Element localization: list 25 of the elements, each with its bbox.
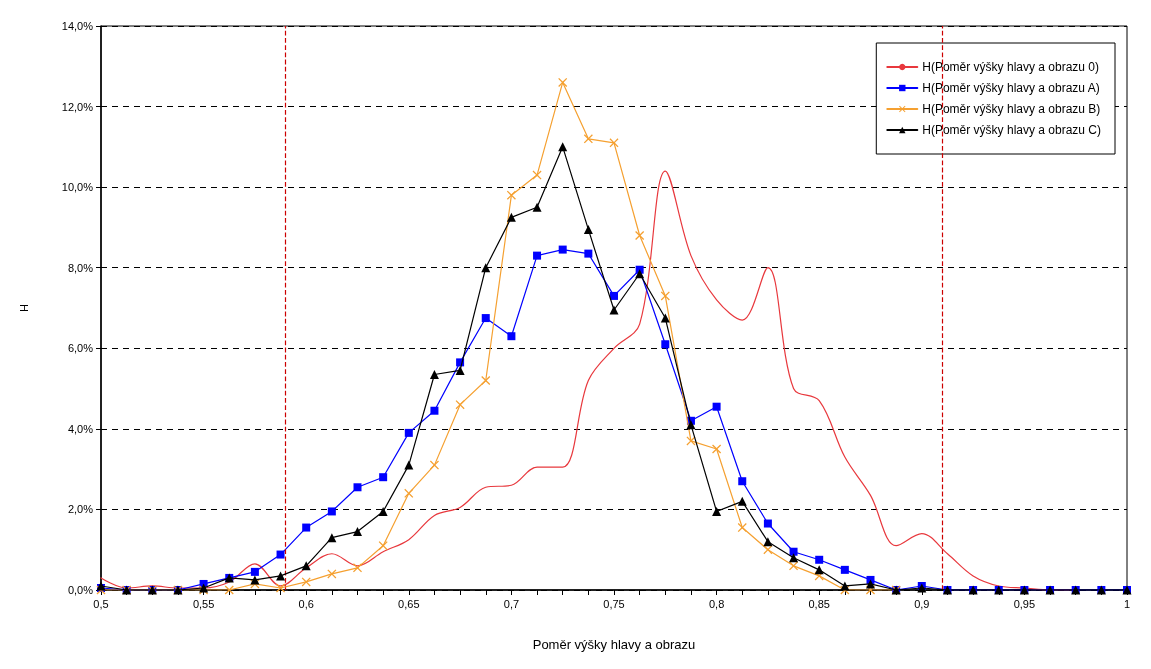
x-axis-title: Poměr výšky hlavy a obrazu	[532, 637, 696, 652]
y-tick-label: 4,0%	[67, 422, 94, 435]
y-tick-label: 10,0%	[61, 181, 94, 194]
y-tick-label: 2,0%	[67, 503, 94, 516]
x-tick-label: 0,85	[808, 597, 830, 610]
x-tick-label: 0,9	[914, 597, 930, 610]
x-tick-label: 0,6	[298, 597, 314, 610]
y-tick-label: 14,0%	[61, 20, 94, 32]
x-tick-label: 1	[1123, 597, 1131, 610]
x-tick-label: 0,8	[708, 597, 725, 610]
x-tick-label: 0,7	[503, 597, 520, 610]
y-tick-label: 6,0%	[67, 342, 94, 355]
y-tick-label: 8,0%	[67, 261, 94, 274]
y-axis-title: H	[17, 303, 30, 312]
legend-label: H(Poměr výšky hlavy a obrazu B)	[922, 102, 1101, 116]
x-tick-label: 0,65	[398, 597, 420, 610]
legend-label: H(Poměr výšky hlavy a obrazu 0)	[922, 60, 1100, 74]
y-tick-label: 0,0%	[67, 584, 94, 596]
x-tick-label: 0,95	[1013, 597, 1036, 610]
x-tick-label: 0,55	[192, 597, 215, 610]
x-tick-label: 0,5	[93, 597, 109, 610]
legend-label: H(Poměr výšky hlavy a obrazu A)	[922, 81, 1100, 95]
legend-label: H(Poměr výšky hlavy a obrazu C)	[922, 123, 1101, 137]
y-tick-label: 12,0%	[61, 100, 94, 113]
x-tick-label: 0,75	[603, 597, 625, 610]
